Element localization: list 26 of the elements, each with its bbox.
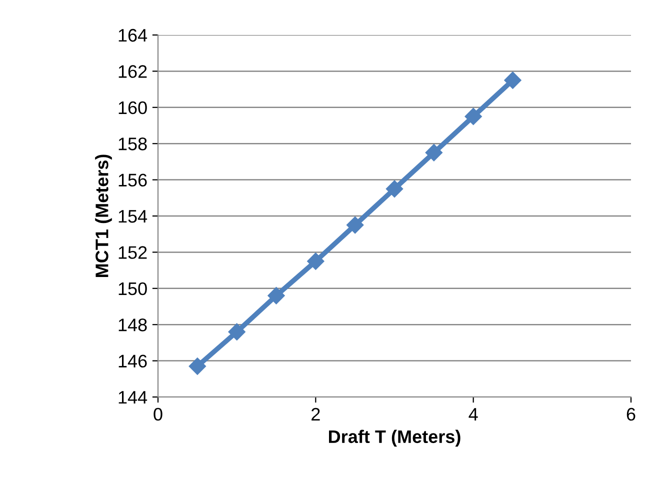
y-tick-label: 158 — [118, 138, 147, 150]
point — [268, 287, 285, 304]
x-tick-label: 6 — [626, 408, 636, 421]
x-tick-label: 4 — [468, 408, 478, 420]
y-axis-title: MCT1 (Meters) — [95, 154, 112, 277]
point — [188, 358, 206, 375]
y-tick-label: 160 — [118, 101, 147, 114]
x-axis-title: Draft T (Meters) — [329, 430, 460, 447]
x-tick-label: 0 — [154, 408, 162, 421]
point — [346, 216, 364, 234]
y-tick-label: 154 — [118, 210, 148, 223]
y-tick-label: 162 — [118, 65, 147, 78]
y-tick-label: 156 — [118, 174, 147, 187]
point — [386, 180, 404, 198]
y-tick-label: 152 — [118, 246, 147, 259]
point — [425, 144, 442, 162]
y-tick-label: 144 — [118, 391, 148, 404]
y-tick-label: 164 — [118, 28, 148, 42]
y-tick-label: 146 — [118, 354, 147, 368]
point — [307, 252, 324, 270]
point — [228, 323, 246, 340]
x-tick-label: 2 — [312, 408, 320, 420]
y-tick-label: 150 — [118, 282, 147, 296]
y-tick-label: 148 — [118, 318, 147, 332]
point — [464, 108, 482, 125]
point — [504, 72, 522, 89]
